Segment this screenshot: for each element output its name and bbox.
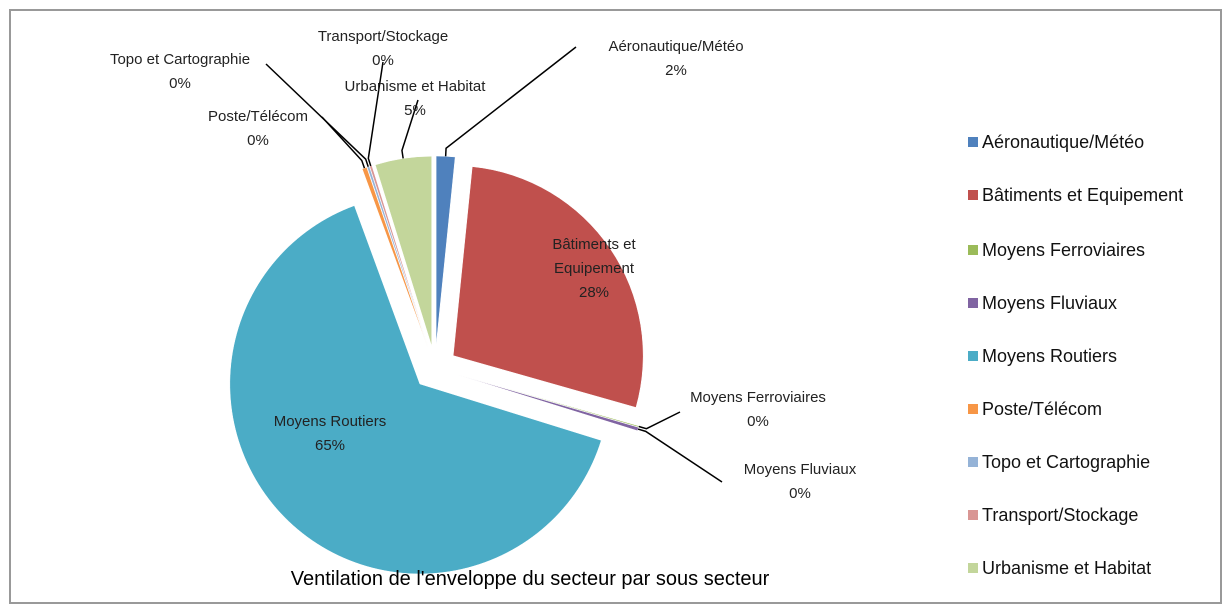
pie-slice [435, 155, 456, 347]
leader-line [638, 411, 681, 430]
legend-entry: Aéronautique/Météo [968, 130, 1218, 154]
legend-swatch [968, 351, 978, 361]
data-label: Topo et Cartographie 0% [110, 48, 250, 96]
legend-swatch [968, 245, 978, 255]
pie-slice [229, 205, 602, 575]
data-label: Aéronautique/Météo 2% [608, 35, 743, 83]
legend-entry: Poste/Télécom [968, 397, 1218, 421]
leader-line [367, 61, 384, 167]
legend-swatch [968, 298, 978, 308]
data-label-category: Moyens Fluviaux [743, 461, 857, 478]
data-label-category: Transport/Stockage [317, 28, 449, 45]
legend-label: Moyens Ferroviaires [982, 240, 1146, 260]
data-label: Moyens Ferroviaires 0% [690, 386, 826, 434]
data-label-category: Poste/Télécom [207, 108, 309, 125]
legend-entry: Moyens Routiers [968, 344, 1218, 368]
pie-slice [452, 166, 644, 408]
data-label-category: Urbanisme et Habitat [344, 78, 486, 95]
legend-label: Topo et Cartographie [982, 452, 1151, 472]
pie-slice [455, 374, 639, 432]
data-label: Moyens Fluviaux 0% [744, 458, 857, 506]
pie-slice [456, 373, 640, 428]
data-label: Moyens Routiers 65% [270, 410, 390, 458]
data-label-value: 65% [314, 437, 346, 454]
legend-label: Transport/Stockage [982, 505, 1139, 525]
leader-line [637, 428, 723, 483]
legend-swatch [968, 137, 978, 147]
data-label-category: Bâtiments et Equipement [552, 236, 636, 277]
data-label-category: Topo et Cartographie [109, 51, 251, 68]
chart-title: Ventilation de l'enveloppe du secteur pa… [290, 568, 770, 590]
data-label-value: 2% [665, 62, 687, 79]
data-label-value: 5% [404, 102, 426, 119]
pie-slice [361, 166, 428, 348]
data-label-category: Aéronautique/Météo [608, 38, 744, 55]
legend-entry: Bâtiments et Equipement [968, 183, 1218, 207]
legend-label: Moyens Fluviaux [982, 293, 1118, 313]
data-label: Bâtiments et Equipement 28% [534, 233, 654, 305]
data-label-value: 0% [372, 52, 394, 69]
data-label-category: Moyens Routiers [273, 413, 387, 430]
legend-entry: Transport/Stockage [968, 503, 1218, 527]
data-label-value: 0% [247, 132, 269, 149]
legend-swatch [968, 563, 978, 573]
legend-label: Aéronautique/Météo [982, 132, 1145, 152]
data-label-value: 0% [747, 413, 769, 430]
data-label-value: 0% [169, 75, 191, 92]
leader-line [321, 116, 366, 169]
leader-line [265, 63, 369, 168]
legend-label: Urbanisme et Habitat [982, 558, 1152, 578]
data-label-category: Moyens Ferroviaires [690, 389, 826, 406]
pie-slice [374, 155, 432, 347]
legend-swatch [968, 510, 978, 520]
legend-swatch [968, 457, 978, 467]
data-label-value: 0% [789, 485, 811, 502]
legend-label: Moyens Routiers [982, 346, 1118, 366]
data-label-value: 28% [578, 284, 610, 301]
legend-label: Bâtiments et Equipement [982, 185, 1184, 205]
data-label: Transport/Stockage 0% [318, 25, 448, 73]
data-label: Poste/Télécom 0% [208, 105, 308, 153]
data-label: Urbanisme et Habitat 5% [345, 75, 486, 123]
legend-entry: Moyens Ferroviaires [968, 238, 1218, 262]
legend-entry: Topo et Cartographie [968, 450, 1218, 474]
legend-entry: Moyens Fluviaux [968, 291, 1218, 315]
legend-swatch [968, 404, 978, 414]
legend-entry: Urbanisme et Habitat [968, 556, 1218, 580]
leader-line [401, 99, 419, 159]
legend-label: Poste/Télécom [982, 399, 1103, 419]
leader-line [444, 46, 577, 157]
legend-swatch [968, 190, 978, 200]
